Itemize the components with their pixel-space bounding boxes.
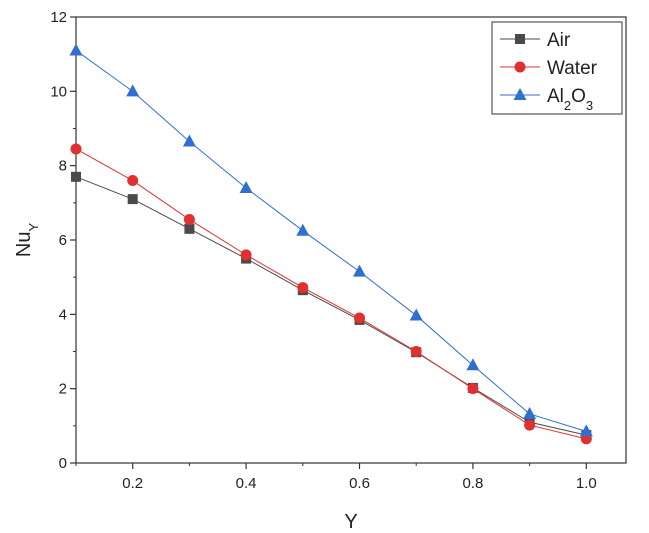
legend-label-part: Al bbox=[547, 86, 564, 107]
x-tick-label: 0.8 bbox=[462, 475, 483, 492]
series-line bbox=[75, 50, 587, 432]
legend-marker bbox=[515, 34, 525, 44]
data-point bbox=[126, 84, 140, 97]
data-point bbox=[240, 249, 252, 261]
legend-label: Water bbox=[547, 58, 598, 79]
data-point bbox=[127, 175, 139, 187]
data-point bbox=[466, 358, 480, 371]
data-point bbox=[127, 194, 138, 205]
legend-marker bbox=[514, 61, 526, 73]
x-tick-label: 0.6 bbox=[349, 475, 370, 492]
y-tick-label: 8 bbox=[59, 158, 67, 175]
data-point bbox=[69, 43, 83, 56]
x-tick-label: 0.2 bbox=[122, 475, 143, 492]
data-point bbox=[184, 223, 195, 234]
data-point bbox=[409, 308, 423, 321]
y-tick-label: 12 bbox=[50, 9, 67, 26]
legend-label-subscript: 3 bbox=[586, 98, 593, 113]
data-point bbox=[353, 264, 367, 277]
y-tick-label: 6 bbox=[59, 232, 67, 249]
legend: Air Water Al2O3 bbox=[491, 21, 623, 115]
data-point bbox=[183, 214, 195, 226]
data-point bbox=[579, 424, 593, 437]
legend-label: Air bbox=[547, 30, 571, 51]
data-point bbox=[467, 383, 479, 395]
y-axis-title: NuY bbox=[13, 223, 41, 258]
data-point bbox=[239, 180, 253, 193]
data-point bbox=[182, 134, 196, 147]
series-water bbox=[70, 143, 592, 445]
y-axis-ticks: 0 2 4 6 8 10 12 bbox=[50, 9, 76, 472]
data-point bbox=[297, 282, 309, 294]
y-tick-label: 10 bbox=[50, 83, 67, 100]
legend-label-subscript: 2 bbox=[564, 98, 571, 113]
data-point bbox=[524, 419, 536, 431]
y-tick-label: 0 bbox=[59, 455, 67, 472]
legend-label: Al2O3 bbox=[547, 86, 593, 113]
data-point bbox=[523, 406, 537, 419]
series-line bbox=[75, 176, 587, 436]
x-tick-label: 1.0 bbox=[576, 475, 597, 492]
data-point bbox=[354, 312, 366, 324]
data-point bbox=[70, 143, 82, 155]
legend-label-part: O bbox=[571, 86, 586, 107]
legend-box bbox=[491, 21, 623, 115]
series-layer bbox=[69, 43, 593, 445]
y-axis-title-subscript: Y bbox=[26, 223, 41, 232]
y-axis-title-main: Nu bbox=[13, 232, 35, 258]
legend-marker bbox=[513, 88, 527, 100]
y-tick-label: 4 bbox=[59, 306, 67, 323]
x-axis-title: Y bbox=[344, 511, 357, 533]
x-tick-label: 0.4 bbox=[236, 475, 257, 492]
data-point bbox=[410, 346, 422, 357]
x-axis-ticks: 0.2 0.4 0.6 0.8 1.0 bbox=[75, 463, 597, 492]
series-line bbox=[75, 148, 587, 440]
data-point bbox=[71, 171, 81, 182]
y-tick-label: 2 bbox=[59, 381, 67, 398]
data-point bbox=[296, 223, 310, 236]
series-al2o3 bbox=[69, 43, 593, 437]
